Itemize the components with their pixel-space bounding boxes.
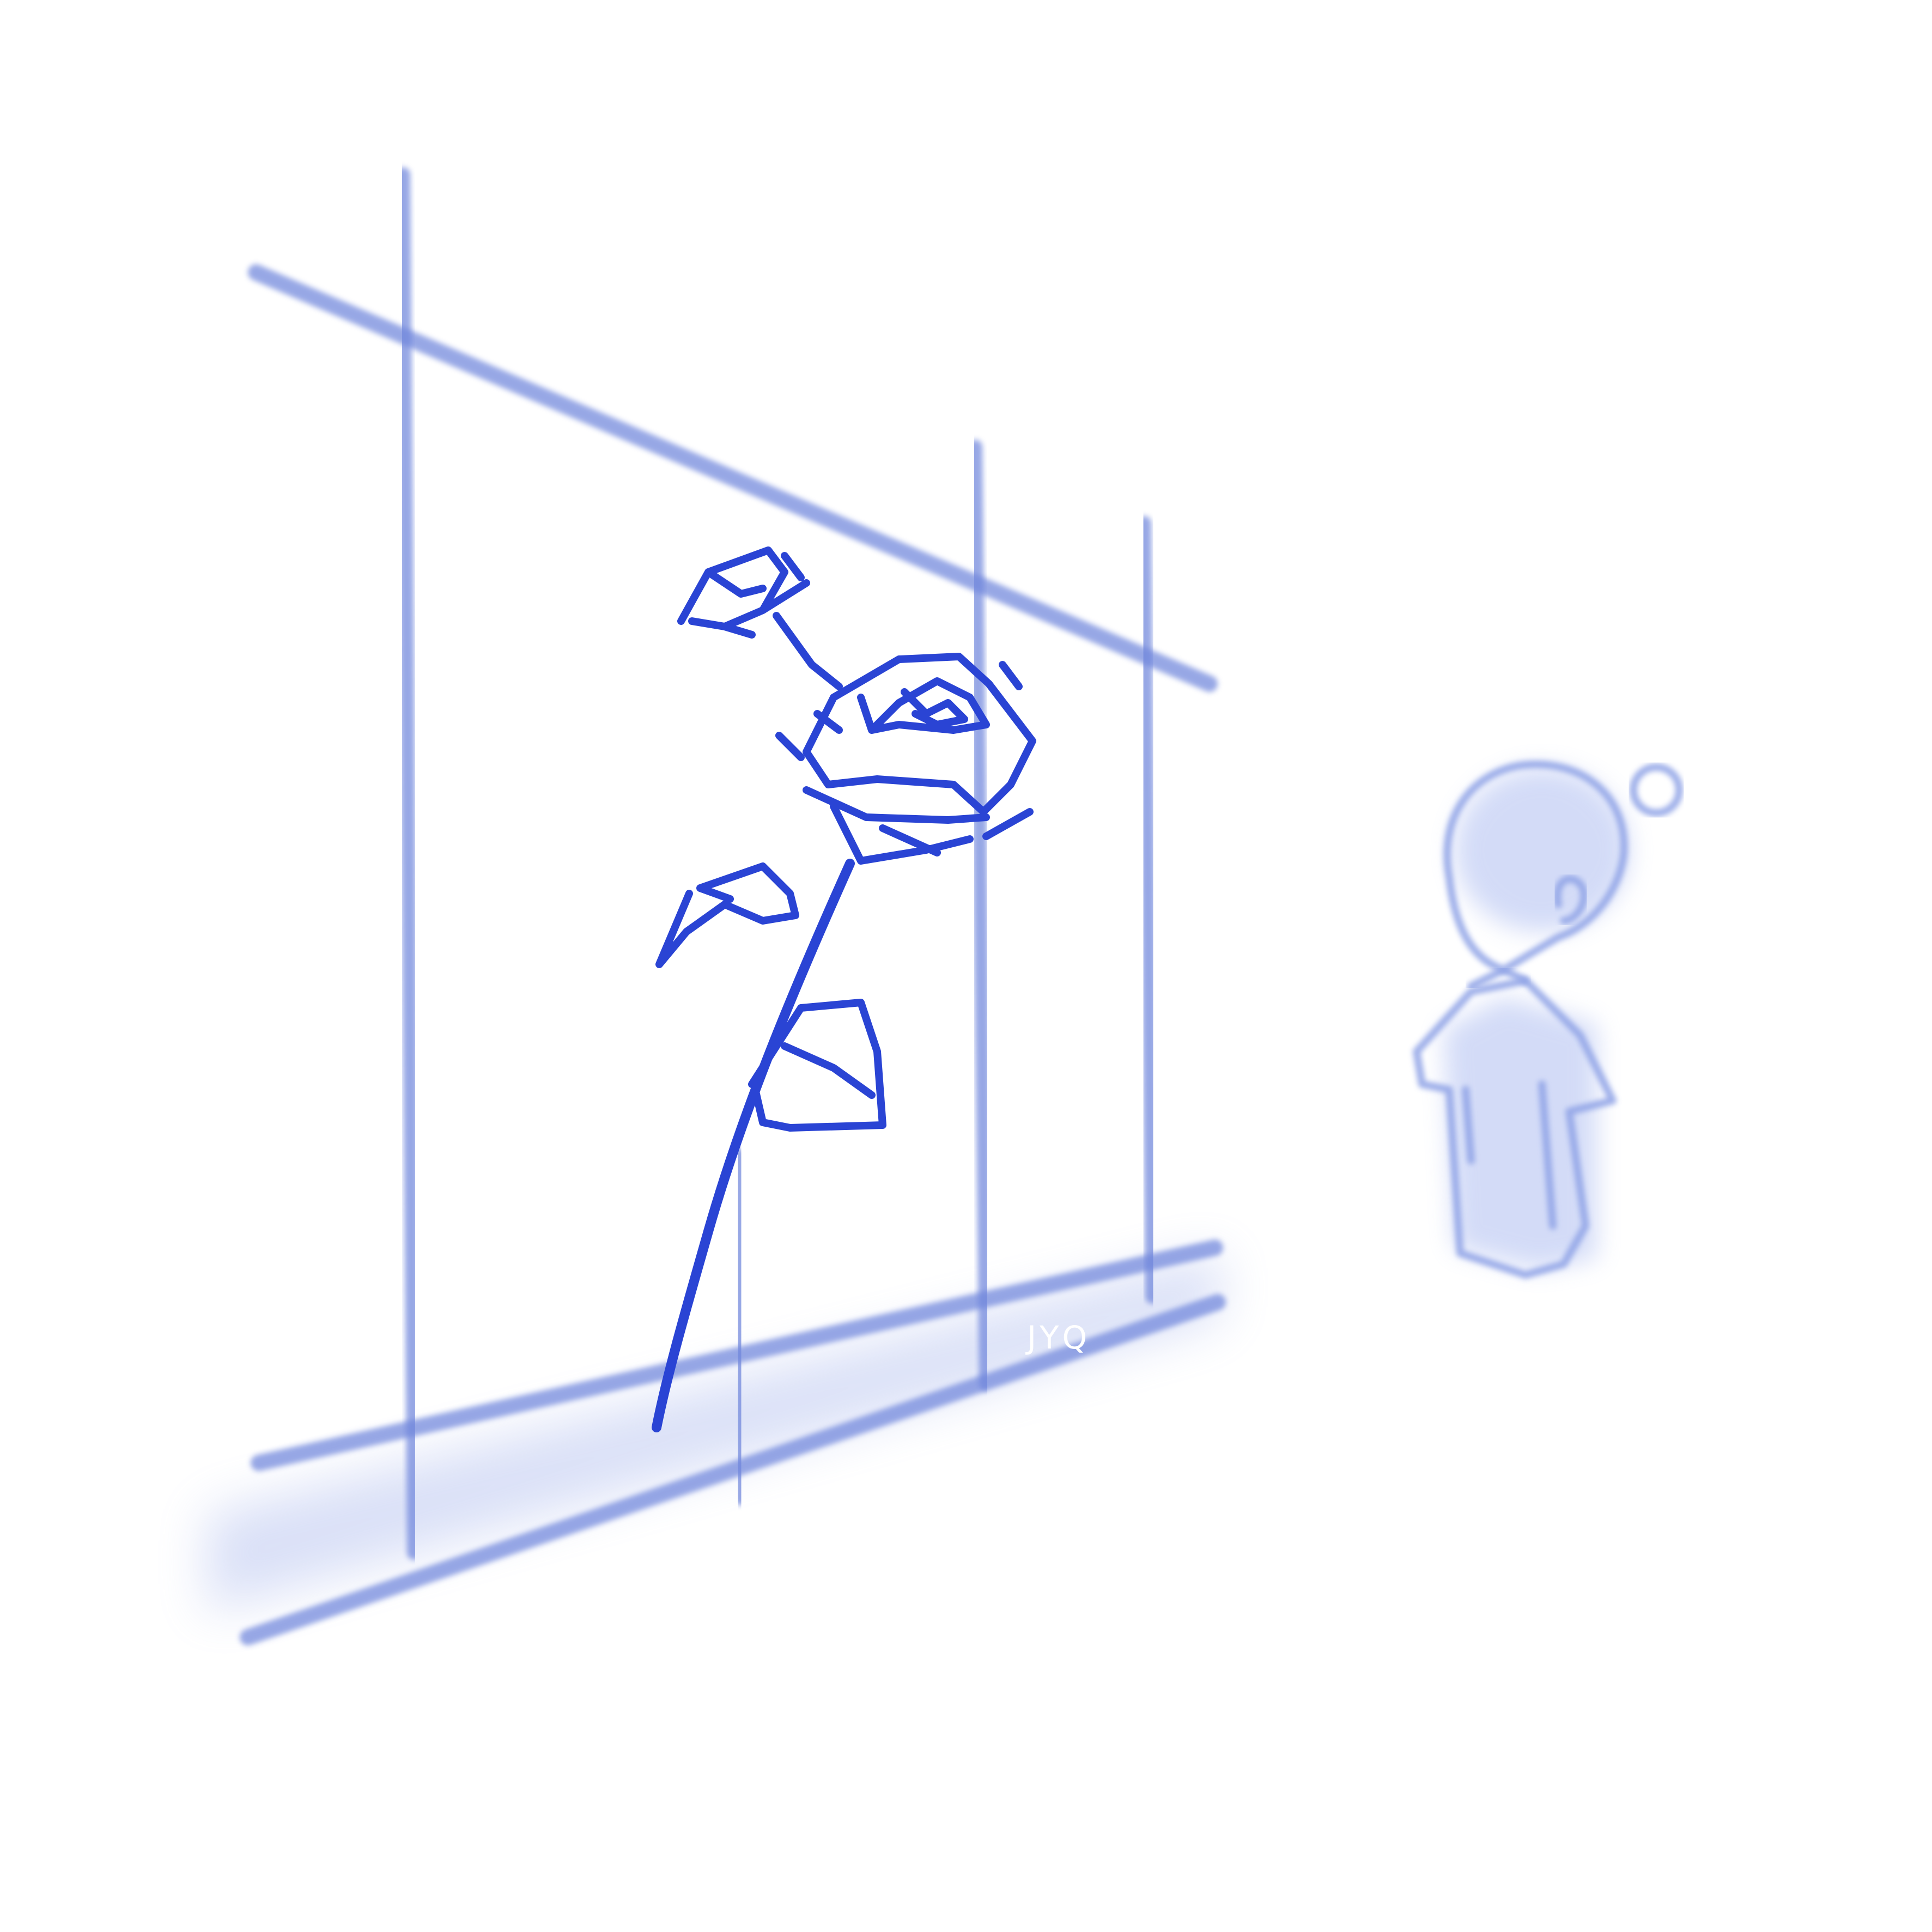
- fence-bar-3: [968, 440, 993, 1391]
- rose-stem: [652, 859, 855, 1432]
- rose-bloom: [775, 653, 1036, 865]
- rose: [652, 546, 1036, 1432]
- figure-body-shade: [1444, 997, 1596, 1269]
- figure: [1413, 761, 1683, 1279]
- figure-ear: [1553, 875, 1588, 925]
- fence-bar-1: [396, 167, 421, 1560]
- rose-leaf-lower: [748, 999, 886, 1132]
- fence-base-wash: [207, 1253, 1220, 1613]
- fence: [207, 167, 1226, 1645]
- figure-head: [1443, 761, 1628, 974]
- fence-bottom-rail-lower: [240, 1294, 1226, 1645]
- fence-bar-2b: [731, 1148, 748, 1505]
- artist-signature: JYQ: [1025, 1319, 1090, 1356]
- figure-body: [1413, 977, 1617, 1279]
- rose-bud: [677, 546, 810, 639]
- fence-bar-4: [1137, 516, 1159, 1304]
- rose-leaf-upper: [655, 862, 799, 968]
- figure-neck: [1467, 966, 1529, 990]
- rose-bud-stem: [773, 612, 843, 690]
- figure-hair-bun: [1630, 763, 1683, 817]
